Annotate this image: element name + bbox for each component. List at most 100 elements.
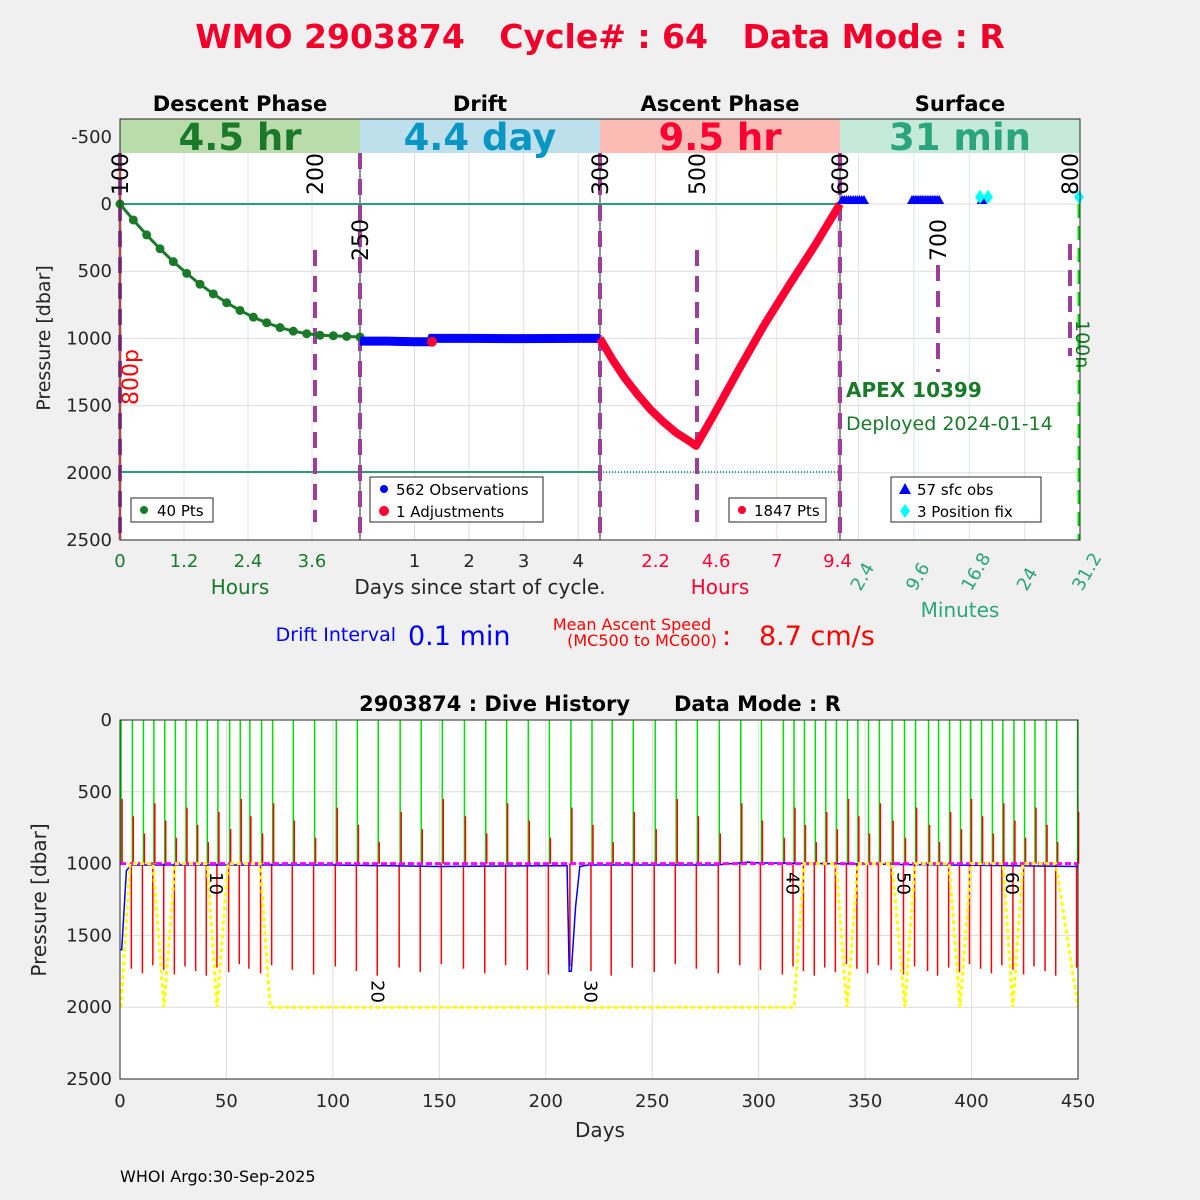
y-tick-label: 500 xyxy=(78,782,112,803)
end-pressure-label: 100n xyxy=(1071,320,1093,368)
y-axis-label: Pressure [dbar] xyxy=(33,265,55,411)
drift-line xyxy=(360,333,600,347)
x-axis-label-drift: Days since start of cycle. xyxy=(354,575,605,599)
legend-sfc-obs-icon xyxy=(899,483,911,494)
dive-history-plot: 0 50 100 150 200 250 300 350 400 450 0 500 1000 1500 2… xyxy=(27,692,1095,1142)
event-marker-label: 100 xyxy=(109,153,134,195)
x-tick-label: 0 xyxy=(114,551,125,572)
cycle-number-label: 30 xyxy=(579,980,600,1003)
descent-point xyxy=(302,329,312,339)
phase-duration: 9.5 hr xyxy=(658,116,782,159)
position-fix-point xyxy=(983,190,993,204)
phase-name: Ascent Phase xyxy=(641,92,800,116)
ascent-speed-value: 8.7 cm/s xyxy=(759,621,875,652)
x-tick-label: 250 xyxy=(635,1091,669,1112)
surface-obs-point xyxy=(859,195,869,204)
x-tick-label: 1 xyxy=(409,551,420,572)
legend-ascent-icon xyxy=(738,506,746,514)
descent-point xyxy=(182,268,192,278)
dive-history-marks xyxy=(119,720,1080,1009)
position-fix-point xyxy=(1074,190,1084,204)
y-tick-label: -500 xyxy=(71,127,112,148)
profile-depth-trace xyxy=(119,862,1080,1009)
x-tick-label: 2.2 xyxy=(641,551,670,572)
x-tick-label: 400 xyxy=(954,1091,988,1112)
cycle-number-label: 40 xyxy=(782,872,803,895)
drift-interval-value: 0.1 min xyxy=(408,621,510,652)
event-marker-label: 300 xyxy=(589,153,614,195)
phase-duration: 31 min xyxy=(889,116,1031,159)
ascent-speed-sublabel: (MC500 to MC600) xyxy=(567,631,717,650)
x-tick-label: 9.6 xyxy=(902,559,935,594)
descent-point xyxy=(248,312,258,322)
x-tick-label: 0 xyxy=(114,1091,125,1112)
phase-duration: 4.4 day xyxy=(404,116,557,159)
x-tick-label: 16.8 xyxy=(957,549,995,594)
descent-point xyxy=(142,230,152,240)
legend-descent-icon xyxy=(140,506,148,514)
descent-point xyxy=(235,305,245,315)
legend-drift-obs-label: 562 Observations xyxy=(396,481,529,499)
descent-point xyxy=(208,289,218,299)
drift-adjustment-point xyxy=(427,336,437,347)
y-tick-label: 0 xyxy=(101,710,112,731)
legend-drift-adj-icon xyxy=(379,506,389,516)
legend-drift-obs-icon xyxy=(380,485,388,493)
y-tick-label: 1000 xyxy=(66,854,112,875)
cycle-number-label: 50 xyxy=(892,872,913,895)
y-tick-label: 2000 xyxy=(66,997,112,1018)
x-tick-label: 350 xyxy=(848,1091,882,1112)
x-tick-label: 1.2 xyxy=(170,551,199,572)
x-axis-label-ascent: Hours xyxy=(691,575,750,599)
profile-plot-frame xyxy=(119,118,1081,541)
main-title: WMO 2903874 Cycle# : 64 Data Mode : R xyxy=(195,17,1004,56)
x-tick-label: 50 xyxy=(215,1091,238,1112)
phase-band xyxy=(840,119,1080,153)
x-tick-label: 2 xyxy=(463,551,474,572)
x-axis-label-descent: Hours xyxy=(211,575,270,599)
phase-name: Drift xyxy=(453,92,507,116)
event-marker-label: 700 xyxy=(927,219,952,261)
y-tick-label: 2500 xyxy=(66,530,112,551)
y-tick-label: 1500 xyxy=(66,925,112,946)
x-tick-label: 100 xyxy=(316,1091,350,1112)
phase-band xyxy=(600,119,840,153)
phase-duration: 4.5 hr xyxy=(178,116,302,159)
x-tick-label: 150 xyxy=(422,1091,456,1112)
descent-point xyxy=(222,298,232,308)
legend-drift-adj-label: 1 Adjustments xyxy=(396,503,504,521)
descent-point xyxy=(128,215,138,225)
dive-history-area xyxy=(120,720,1078,1079)
x-axis-label: Days xyxy=(575,1118,625,1142)
descent-point xyxy=(275,323,285,333)
cycle-number-label: 10 xyxy=(205,872,226,895)
event-marker-label: 600 xyxy=(829,153,854,195)
x-tick-label: 3 xyxy=(518,551,529,572)
phase-band xyxy=(360,119,600,153)
legend-sfc-obs-label: 57 sfc obs xyxy=(917,481,994,499)
descent-point xyxy=(288,326,298,336)
ascent-speed-label: Mean Ascent Speed xyxy=(553,615,711,634)
dive-history-labels: 0 50 100 150 200 250 300 350 400 450 0 500 1000 1500 2… xyxy=(27,692,1095,1142)
x-tick-label: 4.6 xyxy=(702,551,731,572)
y-tick-label: 2000 xyxy=(66,463,112,484)
x-tick-label: 300 xyxy=(741,1091,775,1112)
x-tick-label: 200 xyxy=(529,1091,563,1112)
x-tick-label: 3.6 xyxy=(298,551,327,572)
descent-point xyxy=(168,257,178,267)
drift-interval-label: Drift Interval xyxy=(276,624,396,646)
ascent-line xyxy=(596,201,844,450)
phase-name: Descent Phase xyxy=(153,92,327,116)
x-tick-label: 7 xyxy=(771,551,782,572)
x-tick-label: 31.2 xyxy=(1068,549,1106,594)
legend-box xyxy=(890,476,1042,523)
cycle-number-label: 20 xyxy=(367,980,388,1003)
dive-history-frame xyxy=(119,719,1079,1080)
x-tick-label: 4 xyxy=(572,551,583,572)
x-axis-label-surface: Minutes xyxy=(921,598,1000,622)
x-tick-label: 9.4 xyxy=(823,551,852,572)
legend-descent-label: 40 Pts xyxy=(157,502,204,520)
y-tick-label: 1500 xyxy=(66,396,112,417)
